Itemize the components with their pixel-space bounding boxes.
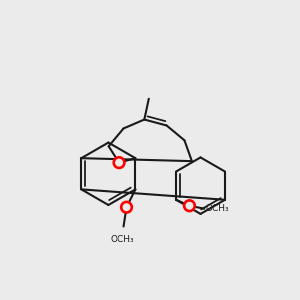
Circle shape bbox=[184, 200, 195, 212]
Circle shape bbox=[113, 157, 125, 169]
Circle shape bbox=[116, 159, 122, 166]
Text: OCH₃: OCH₃ bbox=[206, 204, 230, 213]
Circle shape bbox=[186, 202, 193, 209]
Text: OCH₃: OCH₃ bbox=[110, 236, 134, 244]
Circle shape bbox=[123, 204, 130, 211]
Circle shape bbox=[121, 201, 132, 213]
